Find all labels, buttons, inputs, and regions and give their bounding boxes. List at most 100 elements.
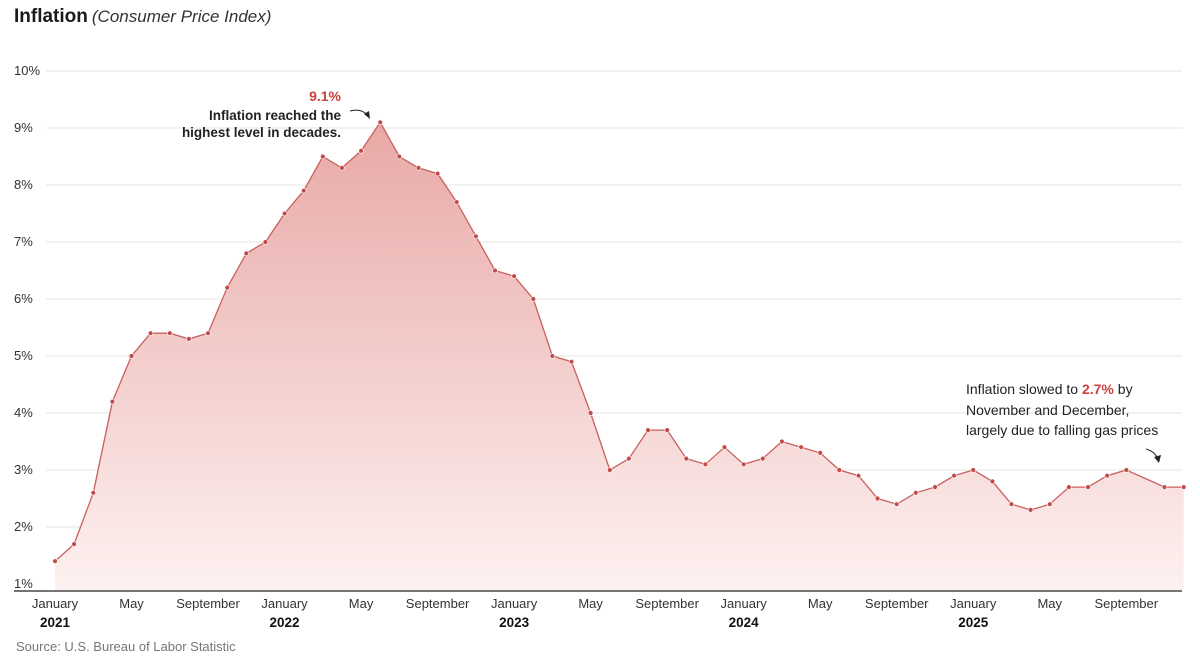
y-tick-label: 7% xyxy=(14,234,33,249)
data-point xyxy=(664,427,670,433)
data-point xyxy=(817,450,823,456)
x-year-label: 2024 xyxy=(729,615,760,630)
latest-annotation-value: 2.7% xyxy=(1082,381,1114,397)
data-point xyxy=(71,541,77,547)
data-point xyxy=(893,501,900,507)
data-point xyxy=(167,330,173,336)
data-point xyxy=(454,199,460,205)
x-tick-label: September xyxy=(635,596,699,611)
data-point xyxy=(492,267,498,274)
x-tick-label: September xyxy=(176,596,240,611)
data-point xyxy=(415,165,422,171)
peak-annotation-text: highest level in decades. xyxy=(182,125,341,140)
latest-annotation-text: largely due to falling gas prices xyxy=(966,422,1158,438)
data-point xyxy=(1066,484,1072,490)
data-point xyxy=(1027,507,1034,513)
x-year-label: 2021 xyxy=(40,615,71,630)
data-point xyxy=(90,490,97,496)
data-point xyxy=(377,119,383,126)
data-point xyxy=(721,444,728,450)
y-tick-label: 2% xyxy=(14,519,33,534)
data-point xyxy=(224,284,230,291)
peak-annotation-value: 9.1% xyxy=(309,88,341,104)
data-point xyxy=(511,273,517,279)
data-point xyxy=(989,478,996,485)
data-point xyxy=(798,444,804,450)
data-point xyxy=(320,153,326,160)
data-point xyxy=(128,353,135,359)
data-point xyxy=(301,188,307,194)
y-tick-label: 6% xyxy=(14,291,33,306)
x-tick-label: September xyxy=(1094,596,1158,611)
data-point xyxy=(396,153,402,160)
data-point xyxy=(109,398,116,405)
data-point xyxy=(779,438,785,445)
y-axis-ticks: 1% 2% 3% 4% 5% 6% 7% 8% 9% 10% xyxy=(14,63,40,591)
x-tick-label: January xyxy=(721,596,768,611)
latest-arrowhead xyxy=(1154,455,1161,463)
x-tick-label: January xyxy=(950,596,997,611)
data-point xyxy=(549,353,556,359)
data-point xyxy=(205,330,211,336)
data-point xyxy=(913,490,919,496)
data-point xyxy=(683,455,689,462)
x-tick-label: May xyxy=(1037,596,1062,611)
data-point xyxy=(607,467,613,473)
data-point xyxy=(262,239,269,245)
latest-annotation-text: November and December, xyxy=(966,402,1129,418)
data-point xyxy=(243,250,250,257)
data-point xyxy=(626,455,632,462)
data-point xyxy=(1008,501,1015,507)
latest-annotation-suffix: by xyxy=(1114,381,1133,397)
data-point xyxy=(1161,484,1168,490)
data-point xyxy=(339,165,345,171)
y-tick-label: 3% xyxy=(14,462,33,477)
x-tick-label: May xyxy=(578,596,603,611)
x-year-label: 2023 xyxy=(499,615,530,630)
x-tick-label: January xyxy=(261,596,308,611)
source-note: Source: U.S. Bureau of Labor Statistic xyxy=(16,639,236,654)
data-point xyxy=(1104,473,1110,479)
data-point xyxy=(186,336,192,342)
data-point xyxy=(147,330,154,336)
x-year-label: 2025 xyxy=(958,615,989,630)
peak-arrow xyxy=(349,109,369,117)
x-tick-label: January xyxy=(491,596,538,611)
peak-arrowhead xyxy=(364,111,370,119)
data-point xyxy=(1180,484,1187,490)
data-point xyxy=(52,558,58,564)
x-tick-label: May xyxy=(119,596,144,611)
data-point xyxy=(473,233,479,240)
x-tick-label: May xyxy=(349,596,374,611)
data-points xyxy=(52,119,1187,564)
data-point xyxy=(702,461,709,467)
chart-subtitle: (Consumer Price Index) xyxy=(91,7,272,26)
y-tick-label: 4% xyxy=(14,405,33,420)
x-year-label: 2022 xyxy=(270,615,300,630)
x-tick-label: September xyxy=(865,596,929,611)
x-tick-label: January xyxy=(32,596,79,611)
data-point xyxy=(874,495,881,502)
data-point xyxy=(587,410,594,416)
data-point xyxy=(358,148,364,154)
data-point xyxy=(951,473,957,479)
latest-annotation-prefix: Inflation slowed to xyxy=(966,381,1082,397)
chart-header: Inflation (Consumer Price Index) xyxy=(14,6,271,30)
data-point xyxy=(1123,467,1130,473)
data-point xyxy=(530,296,536,302)
data-point xyxy=(281,210,288,217)
y-tick-label: 10% xyxy=(14,63,40,78)
y-tick-label: 8% xyxy=(14,177,33,192)
data-point xyxy=(434,170,441,177)
data-point xyxy=(760,455,766,462)
x-tick-label: May xyxy=(808,596,833,611)
y-tick-label: 1% xyxy=(14,576,33,591)
annotations: 9.1% Inflation reached the highest level i… xyxy=(182,88,1161,463)
data-point xyxy=(1047,501,1053,507)
data-point xyxy=(855,473,862,479)
data-point xyxy=(932,484,938,490)
peak-annotation-text: Inflation reached the xyxy=(209,108,342,123)
chart-title: Inflation xyxy=(14,6,88,27)
x-tick-label: September xyxy=(406,596,470,611)
y-tick-label: 5% xyxy=(14,348,33,363)
